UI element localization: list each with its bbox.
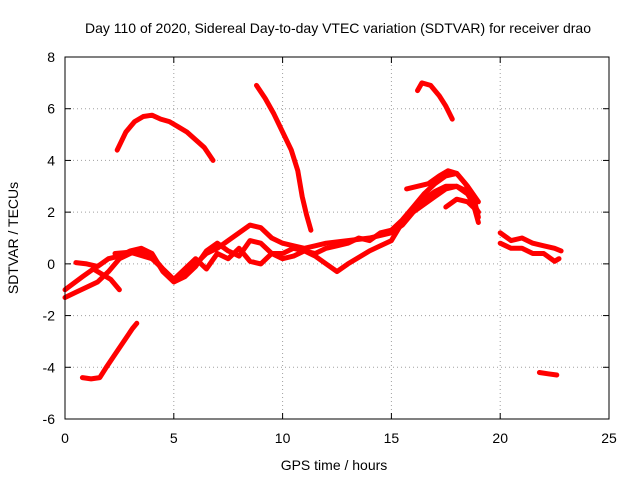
series-track-7: [114, 112, 216, 163]
series-track-10: [79, 320, 140, 382]
y-tick-label: 4: [47, 152, 55, 168]
x-tick-label: 0: [61, 430, 69, 446]
grid: [65, 57, 609, 419]
x-tick-label: 10: [275, 430, 291, 446]
y-tick-label: 6: [47, 101, 55, 117]
series-track-8: [254, 82, 314, 233]
series-track-1: [62, 266, 122, 293]
y-tick-label: 8: [47, 49, 55, 65]
series-track-6: [443, 196, 481, 215]
chart-title: Day 110 of 2020, Sidereal Day-to-day VTE…: [85, 20, 591, 36]
x-tick-label: 20: [492, 430, 508, 446]
plot-frame: [64, 56, 610, 420]
y-tick-label: -4: [43, 359, 56, 375]
y-axis-label: SDTVAR / TECUs: [5, 182, 21, 294]
x-tick-label: 15: [384, 430, 400, 446]
series-track-5: [404, 168, 481, 220]
series-layer: [62, 80, 564, 382]
x-tick-label: 25: [601, 430, 617, 446]
series-track-12: [497, 240, 562, 264]
series-track-9: [415, 80, 455, 122]
series-track-11: [497, 230, 564, 254]
x-tick-label: 5: [170, 430, 178, 446]
y-tick-label: 2: [47, 204, 55, 220]
series-track-13: [536, 370, 560, 378]
x-axis-label: GPS time / hours: [281, 457, 388, 473]
y-tick-label: 0: [47, 256, 55, 272]
y-tick-label: -6: [43, 411, 56, 427]
series-track-4: [112, 170, 481, 282]
y-tick-label: -2: [43, 308, 56, 324]
ticks: 0 5 10 15 20 25 -6 -4 -2 0 2 4 6 8: [43, 49, 617, 446]
